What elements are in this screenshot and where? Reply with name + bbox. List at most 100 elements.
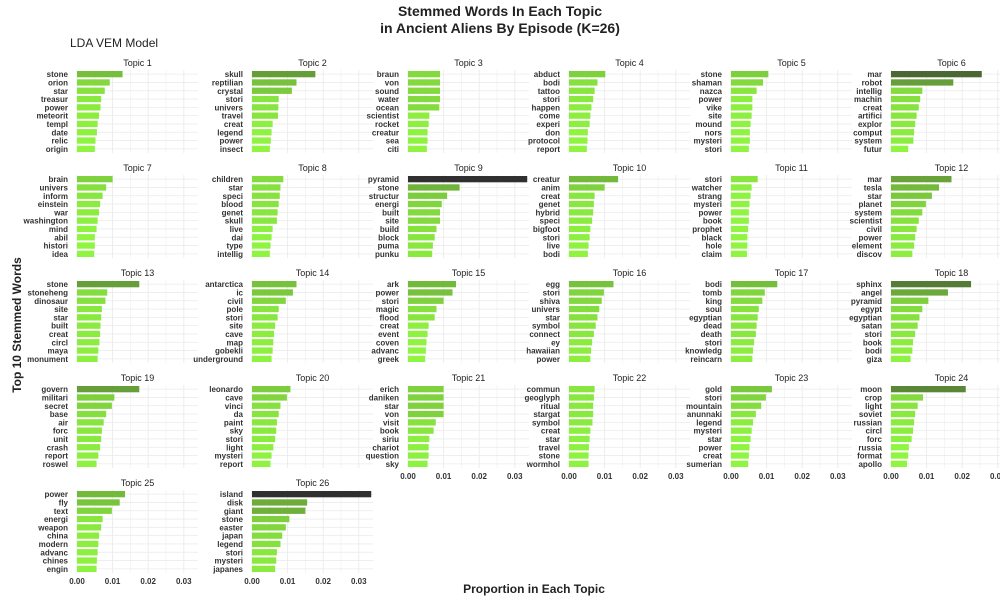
word-label-vike: vike [706, 103, 722, 112]
word-label-travel: travel [539, 443, 560, 452]
word-label-mysteri: mysteri [694, 427, 722, 436]
facet-topic-15: Topic 15 arkpowerstorimagicfloodcreateven… [371, 268, 529, 364]
word-label-death: death [701, 330, 722, 339]
bar-giant [252, 507, 306, 514]
word-label-intellig: intellig [217, 250, 243, 259]
word-label-legend: legend [217, 128, 243, 137]
facet-title: Topic 25 [121, 478, 155, 488]
x-tick-label: 0.01 [919, 472, 935, 481]
bar-creatur [569, 176, 619, 183]
word-label-power: power [44, 103, 68, 112]
word-label-leonardo: leonardo [209, 385, 243, 394]
word-label-skull: skull [225, 70, 243, 79]
bar-energi [408, 200, 442, 208]
bar-stori [891, 330, 916, 338]
bar-stori [252, 435, 276, 443]
facet-title: Topic 5 [777, 58, 806, 68]
bar-intellig [252, 250, 270, 257]
bar-structur [408, 192, 448, 199]
word-label-stori: stori [705, 145, 722, 154]
bar-underground [252, 355, 272, 362]
word-label-air: air [58, 418, 68, 427]
word-label-histori: histori [44, 242, 68, 251]
bar-modern [77, 540, 99, 548]
word-label-mar: mar [867, 175, 882, 184]
bar-war [77, 209, 100, 216]
word-label-book: book [863, 338, 883, 347]
word-label-vinci: vinci [225, 402, 243, 411]
bar-leonardo [252, 386, 291, 393]
bar-japan [252, 532, 283, 539]
bar-forc [77, 427, 102, 434]
bar-speci [569, 217, 593, 224]
bar-stori [731, 176, 758, 183]
word-label-ritual: ritual [540, 402, 560, 411]
word-label-power: power [44, 490, 68, 499]
word-label-secret: secret [44, 402, 68, 411]
word-label-type: type [227, 242, 244, 251]
word-label-advanc: advanc [371, 347, 399, 356]
bar-von [408, 410, 444, 418]
word-label-univers: univers [40, 183, 69, 192]
bar-children [252, 176, 284, 183]
word-label-discov: discov [857, 250, 883, 259]
bar-creat [408, 322, 429, 329]
bar-symbol [569, 419, 593, 426]
bar-star [569, 435, 590, 443]
facet-topic-22: Topic 22 commungeoglyphritualstargatsymbo… [524, 373, 690, 481]
word-label-light: light [226, 443, 243, 452]
facet-topic-12: Topic 12 marteslastarplanetsystemscientis… [850, 163, 1000, 259]
facet-title: Topic 23 [775, 373, 809, 383]
bar-robot [891, 79, 954, 86]
bar-creat [569, 427, 591, 434]
word-label-stori: stori [865, 330, 882, 339]
bar-genet [252, 209, 278, 216]
word-label-claim: claim [702, 250, 722, 259]
bar-symbol [569, 322, 596, 329]
bar-artifici [891, 112, 917, 119]
word-label-creatur: creatur [372, 128, 399, 137]
bar-speci [252, 192, 280, 199]
word-label-templ: templ [47, 120, 68, 129]
word-label-report: report [45, 452, 68, 461]
word-label-citi: citi [387, 145, 399, 154]
word-label-egyptian: egyptian [849, 313, 882, 322]
facet-topic-8: Topic 8 childrenstarspecibloodgenetskulll… [212, 163, 373, 259]
word-label-da: da [234, 410, 244, 419]
word-label-moon: moon [860, 385, 882, 394]
word-label-hole: hole [706, 242, 723, 251]
bar-sky [408, 460, 428, 467]
bar-hawaiian [569, 347, 592, 354]
bar-machin [891, 95, 921, 103]
bar-book [408, 427, 434, 434]
word-label-satan: satan [861, 322, 882, 331]
word-label-inform: inform [43, 192, 68, 201]
bar-origin [77, 145, 95, 152]
facet-topic-24: Topic 24mooncroplightsovietrussiancirclf… [854, 373, 1000, 481]
x-tick-label: 0.03 [176, 577, 192, 586]
word-label-meteorit: meteorit [36, 112, 68, 121]
word-label-china: china [47, 532, 68, 541]
bar-soul [731, 305, 759, 313]
bar-shiva [569, 297, 602, 304]
word-label-experi: experi [536, 120, 560, 129]
bar-russia [891, 444, 909, 451]
bar-bodi [569, 79, 598, 86]
word-label-system: system [854, 208, 882, 217]
bar-mysteri [731, 427, 752, 434]
facet-topic-10: Topic 10 creaturanimcreatgenethybridspeci… [533, 163, 690, 259]
word-label-power: power [536, 355, 560, 364]
word-label-pole: pole [227, 305, 244, 314]
word-label-stone: stone [47, 280, 69, 289]
word-label-stori: stori [705, 393, 722, 402]
word-label-symbol: symbol [532, 418, 560, 427]
bar-cave [252, 330, 275, 338]
bar-mysteri [731, 200, 750, 208]
word-label-tomb: tomb [702, 288, 722, 297]
x-tick-label: 0.01 [280, 577, 296, 586]
word-label-visit: visit [383, 418, 399, 427]
word-label-protocol: protocol [528, 137, 560, 146]
bar-crash [77, 444, 101, 451]
bar-mound [731, 120, 751, 128]
bar-intellig [891, 87, 923, 94]
